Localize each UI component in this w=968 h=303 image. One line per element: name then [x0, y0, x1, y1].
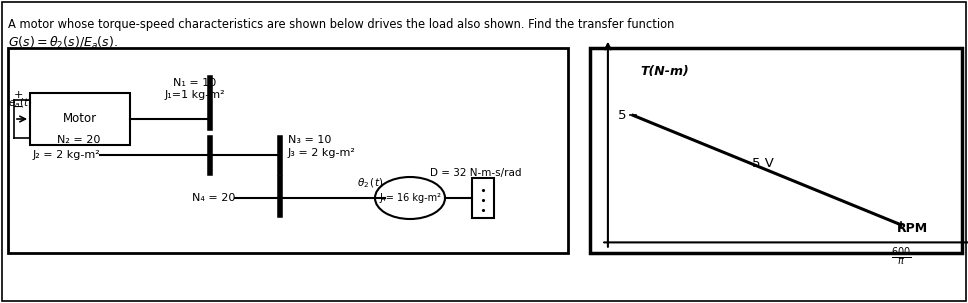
Text: D = 32 N-m-s/rad: D = 32 N-m-s/rad — [430, 168, 522, 178]
Bar — [472, 178, 494, 218]
Text: J₂ = 2 kg-m²: J₂ = 2 kg-m² — [32, 150, 100, 160]
Text: $\theta_2\,(t)$: $\theta_2\,(t)$ — [357, 176, 383, 190]
Bar — [30, 93, 130, 145]
Bar — [590, 48, 962, 253]
Text: J₃ = 2 kg-m²: J₃ = 2 kg-m² — [288, 148, 356, 158]
Text: $G(s) = \theta_2(s)/E_a(s).$: $G(s) = \theta_2(s)/E_a(s).$ — [8, 35, 118, 51]
Text: $\frac{600}{\pi}$: $\frac{600}{\pi}$ — [891, 245, 912, 268]
Text: RPM: RPM — [896, 222, 928, 235]
Bar — [8, 48, 568, 253]
Text: N₂ = 20: N₂ = 20 — [56, 135, 100, 145]
Text: A motor whose torque-speed characteristics are shown below drives the load also : A motor whose torque-speed characteristi… — [8, 18, 675, 31]
Text: 5 V: 5 V — [752, 157, 774, 170]
Text: J₁=1 kg-m²: J₁=1 kg-m² — [165, 90, 226, 100]
Text: $e_a(t)$: $e_a(t)$ — [8, 96, 32, 110]
Text: 5: 5 — [618, 109, 626, 122]
Ellipse shape — [375, 177, 445, 219]
Text: J₄= 16 kg-m²: J₄= 16 kg-m² — [379, 193, 441, 203]
Text: N₃ = 10: N₃ = 10 — [288, 135, 331, 145]
Text: T(N-m): T(N-m) — [640, 65, 689, 78]
Text: N₄ = 20: N₄ = 20 — [192, 193, 235, 203]
Text: N₁ = 10: N₁ = 10 — [173, 78, 217, 88]
Text: Motor: Motor — [63, 112, 97, 125]
Text: −: − — [13, 101, 23, 114]
Text: +: + — [14, 90, 22, 100]
